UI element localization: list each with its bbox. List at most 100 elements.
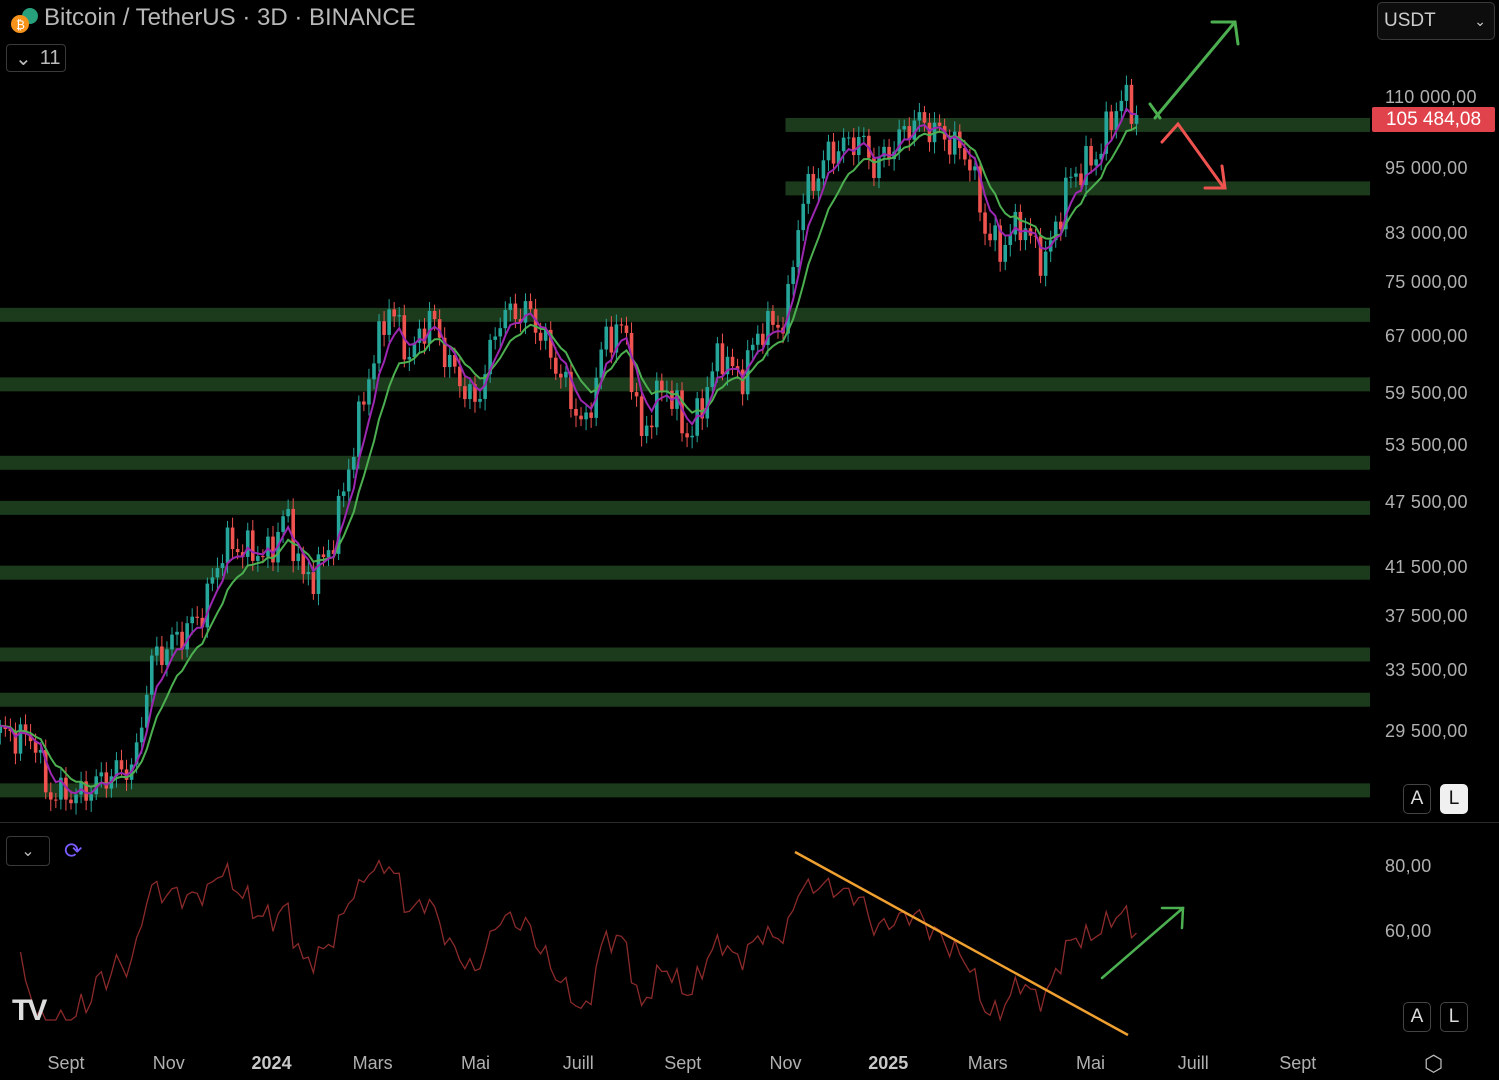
- time-label: Juill: [1177, 1053, 1209, 1073]
- candle-body: [730, 356, 735, 367]
- candle-body: [851, 137, 856, 156]
- candle-body: [99, 772, 104, 777]
- candle-body: [862, 135, 866, 138]
- candle-body: [119, 760, 124, 770]
- candle-body: [372, 363, 376, 380]
- log-scale-button[interactable]: L: [1440, 784, 1468, 814]
- candle-body: [240, 552, 245, 557]
- candle-body: [882, 146, 886, 157]
- candle-body: [584, 412, 588, 420]
- symbol-title[interactable]: Bitcoin / TetherUS · 3D · BINANCE: [44, 4, 416, 31]
- candle-body: [806, 173, 811, 204]
- candle-body: [952, 131, 957, 155]
- candle-body: [963, 148, 967, 160]
- tradingview-logo[interactable]: TV: [12, 994, 47, 1027]
- candle-body: [609, 326, 614, 353]
- price-label: 33 500,00: [1385, 660, 1468, 680]
- candle-body: [816, 178, 821, 191]
- candle-body: [887, 146, 891, 160]
- currency-select[interactable]: USDT ⌄: [1377, 2, 1495, 40]
- auto-scale-button[interactable]: A: [1403, 784, 1431, 814]
- candle-body: [452, 355, 457, 367]
- candle-body: [907, 126, 912, 140]
- candle-body: [54, 799, 58, 801]
- candle-body: [1129, 84, 1134, 124]
- price-label: 41 500,00: [1385, 557, 1468, 577]
- time-label: 2024: [251, 1053, 292, 1073]
- zone: [0, 455, 1370, 470]
- candle-body: [998, 225, 1002, 262]
- candle-body: [225, 527, 230, 564]
- candle-body: [311, 572, 316, 594]
- candle-body: [407, 357, 412, 360]
- chevron-down-icon: ⌄: [21, 843, 35, 860]
- candle-body: [973, 166, 977, 171]
- candle-body: [548, 329, 553, 358]
- candle-body: [377, 321, 381, 364]
- rsi-auto-scale-button[interactable]: A: [1403, 1002, 1431, 1032]
- candle-body: [740, 369, 745, 395]
- candle-body: [144, 694, 149, 728]
- candle-body: [331, 550, 336, 554]
- candle-body: [0, 725, 3, 733]
- candle-body: [750, 344, 755, 351]
- indicators-toggle[interactable]: ⌄ 11: [6, 44, 66, 72]
- candle-body: [367, 379, 371, 405]
- candle-body: [387, 309, 391, 335]
- candle-body: [1069, 176, 1073, 178]
- candle-body: [543, 329, 548, 341]
- rsi-label: 60,00: [1385, 921, 1432, 941]
- rsi-trendline: [794, 850, 1129, 1037]
- candle-body: [523, 301, 528, 323]
- candle-body: [89, 794, 93, 801]
- candle-body: [261, 556, 265, 558]
- candle-body: [528, 301, 533, 310]
- candle-body: [599, 349, 604, 378]
- candle-body: [195, 616, 200, 618]
- time-label: Mars: [352, 1053, 393, 1073]
- candle-body: [478, 398, 482, 402]
- price-label: 95 000,00: [1385, 158, 1468, 178]
- settings-icon[interactable]: ⬡: [1424, 1051, 1444, 1076]
- zone: [0, 377, 1370, 392]
- candle-body: [210, 577, 215, 584]
- candle-body: [321, 554, 326, 558]
- time-label: Nov: [152, 1053, 185, 1073]
- candle-body: [463, 386, 467, 400]
- candle-body: [927, 122, 932, 143]
- candle-body: [301, 553, 306, 575]
- candle-body: [700, 398, 705, 419]
- candle-body: [902, 126, 907, 130]
- candle-body: [947, 139, 952, 155]
- rsi-label: 80,00: [1385, 856, 1432, 876]
- candle-body: [155, 646, 159, 656]
- refresh-icon[interactable]: ⟳: [64, 838, 83, 863]
- candle-body: [84, 781, 88, 801]
- candle-body: [922, 112, 927, 123]
- price-label: 67 000,00: [1385, 326, 1468, 346]
- candle-body: [508, 303, 513, 310]
- rsi-log-scale-button[interactable]: L: [1440, 1002, 1468, 1032]
- candle-body: [170, 634, 174, 650]
- candle-body: [1064, 177, 1068, 230]
- candle-body: [74, 794, 78, 804]
- candle-body: [513, 303, 518, 320]
- rsi-collapse-button[interactable]: ⌄: [6, 836, 50, 866]
- candle-body: [271, 536, 275, 563]
- annotation-arrow-up: [1148, 20, 1240, 120]
- candle-body: [574, 408, 578, 416]
- candle-body: [629, 332, 634, 393]
- zone: [0, 692, 1370, 707]
- candle-body: [1058, 221, 1063, 230]
- candle-body: [458, 366, 462, 387]
- candle-body: [382, 321, 386, 335]
- candle-body: [417, 328, 422, 343]
- zone: [0, 783, 1370, 798]
- rsi-line: [19, 859, 1137, 1022]
- pane-divider[interactable]: [0, 822, 1499, 823]
- candle-body: [720, 343, 725, 375]
- candle-body: [190, 616, 194, 624]
- candle-body: [710, 371, 715, 388]
- candle-body: [791, 267, 795, 284]
